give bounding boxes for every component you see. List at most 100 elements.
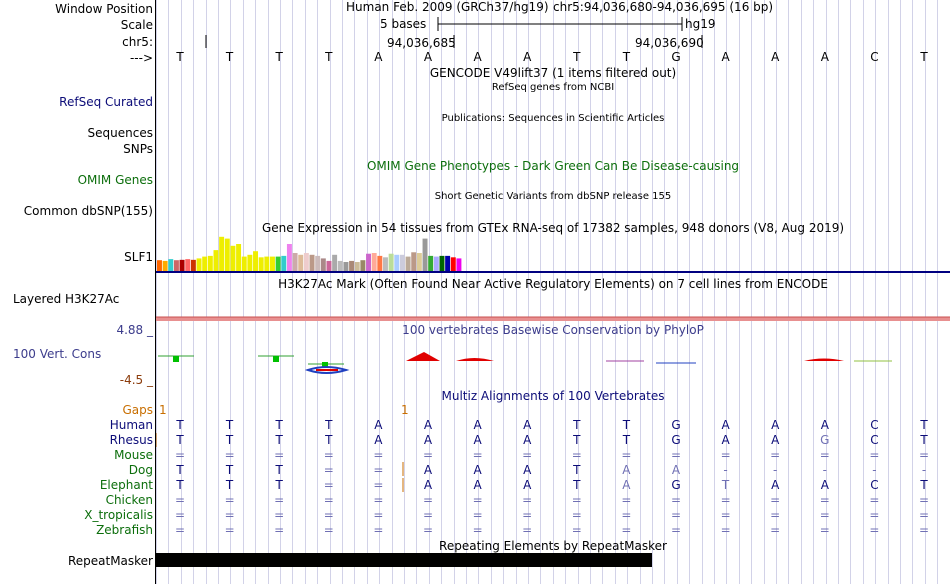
gtex-tissue-bar[interactable] [450, 257, 456, 271]
gridline [218, 0, 219, 584]
gridline [193, 0, 195, 584]
sequences-track-label[interactable]: Sequences [87, 126, 153, 140]
gtex-tissue-bar[interactable] [236, 244, 242, 271]
species-label[interactable]: Elephant [99, 478, 153, 492]
gtex-tissue-bar[interactable] [173, 260, 179, 271]
gtex-tissue-bar[interactable] [360, 260, 366, 271]
gtex-tissue-bar[interactable] [292, 253, 298, 271]
species-label[interactable]: Zebrafish [96, 523, 153, 537]
gtex-tissue-bar[interactable] [439, 255, 445, 271]
gtex-tissue-bar[interactable] [179, 259, 185, 271]
gtex-tissue-bar[interactable] [253, 251, 258, 271]
gtex-tissue-bar[interactable] [405, 256, 411, 271]
gtex-tissue-bar[interactable] [224, 238, 230, 271]
gtex-tissue-bar[interactable] [320, 258, 326, 271]
gridline [490, 0, 492, 584]
species-label[interactable]: Mouse [114, 448, 153, 462]
gtex-tissue-bar[interactable] [422, 238, 428, 271]
gridline [614, 0, 616, 584]
gtex-tissue-bar[interactable] [366, 253, 371, 271]
gridline [354, 0, 356, 584]
gtex-tissue-bar[interactable] [230, 245, 236, 271]
gridline [652, 0, 653, 584]
gtex-tissue-bar[interactable] [377, 255, 383, 271]
alignment-base: T [275, 463, 283, 477]
species-label[interactable]: Human [109, 418, 153, 432]
snps-track-label[interactable]: SNPs [123, 142, 153, 156]
gtex-tissue-bar[interactable] [456, 258, 462, 271]
dbsnp-track-title: Short Genetic Variants from dbSNP releas… [434, 191, 672, 202]
gtex-tissue-bar[interactable] [168, 259, 174, 271]
dbsnp-track-label[interactable]: Common dbSNP(155) [23, 204, 153, 218]
gtex-tissue-bar[interactable] [241, 256, 247, 271]
slf1-track-label[interactable]: SLF1 [124, 250, 153, 264]
gtex-tissue-bar[interactable] [388, 253, 394, 271]
gtex-tissue-bar[interactable] [332, 254, 338, 271]
gtex-tissue-bar[interactable] [157, 260, 162, 271]
alignment-base: T [275, 418, 283, 432]
repeatmasker-element[interactable] [156, 553, 652, 567]
gtex-tissue-bar[interactable] [411, 252, 417, 271]
gtex-tissue-bar[interactable] [315, 255, 321, 271]
gtex-tissue-bar[interactable] [286, 244, 292, 271]
alignment-base: = [869, 508, 880, 522]
gtex-tissue-bar[interactable] [394, 254, 400, 271]
cons-track-label[interactable]: 100 Vert. Cons [13, 347, 102, 361]
gridline [800, 0, 802, 584]
gtex-tissue-bar[interactable] [190, 259, 196, 271]
repeatmasker-track-label[interactable]: RepeatMasker [67, 554, 153, 568]
species-label[interactable]: Chicken [105, 493, 153, 507]
gtex-tissue-bar[interactable] [202, 256, 208, 271]
gridline [180, 0, 182, 584]
gtex-tissue-bar[interactable] [258, 257, 264, 271]
species-label[interactable]: Rhesus [109, 433, 153, 447]
species-label[interactable]: X_tropicalis [84, 508, 153, 522]
gtex-tissue-bar[interactable] [247, 254, 253, 271]
gtex-tissue-bar[interactable] [185, 259, 191, 271]
alignment-base: T [573, 433, 581, 447]
gtex-tissue-bar[interactable] [416, 253, 422, 271]
gtex-tissue-bar[interactable] [445, 255, 451, 271]
refseq-track-label[interactable]: RefSeq Curated [59, 95, 153, 109]
gridline [924, 0, 926, 584]
alignment-base: = [472, 523, 483, 537]
gtex-tissue-bar[interactable] [399, 254, 405, 271]
alignment-base: A [423, 433, 433, 447]
gtex-tissue-bar[interactable] [196, 258, 202, 271]
strand-arrow[interactable]: ---> [129, 51, 153, 65]
gtex-tissue-bar[interactable] [343, 262, 349, 271]
sequence-base: T [573, 50, 581, 64]
gtex-tissue-bar[interactable] [383, 257, 388, 271]
omim-track-label[interactable]: OMIM Genes [77, 173, 153, 187]
gtex-tissue-bar[interactable] [303, 253, 309, 271]
gtex-tissue-bar[interactable] [275, 256, 281, 271]
gtex-tissue-bar[interactable] [428, 255, 434, 271]
track-area[interactable]: Human Feb. 2009 (GRCh37/hg19) chr5:94,03… [155, 0, 950, 584]
gtex-tissue-bar[interactable] [337, 260, 343, 271]
species-label[interactable]: Dog [128, 463, 153, 477]
gtex-tissue-bar[interactable] [162, 260, 168, 271]
gtex-tissue-bar[interactable] [354, 262, 360, 271]
gtex-tissue-bar[interactable] [207, 255, 213, 271]
gridline [205, 0, 207, 584]
gap-count-1: 1 [159, 403, 167, 417]
gtex-tissue-bar[interactable] [309, 254, 315, 271]
h3k27ac-track-label[interactable]: Layered H3K27Ac [13, 292, 120, 306]
gtex-tissue-bar[interactable] [270, 256, 275, 271]
gtex-tissue-bar[interactable] [298, 254, 304, 271]
gtex-tissue-bar[interactable] [264, 256, 270, 271]
alignment-base: T [325, 433, 333, 447]
gridline [726, 0, 728, 584]
gtex-tissue-bar[interactable] [213, 250, 219, 271]
alignment-base: T [176, 463, 184, 477]
gridline [788, 0, 790, 584]
gtex-tissue-bar[interactable] [281, 255, 287, 271]
gtex-tissue-bar[interactable] [349, 260, 355, 271]
gridline [453, 0, 455, 584]
alignment-base: = [770, 523, 781, 537]
alignment-base: = [918, 523, 930, 537]
gtex-tissue-bar[interactable] [326, 260, 332, 271]
gtex-tissue-bar[interactable] [219, 236, 225, 271]
gtex-tissue-bar[interactable] [433, 256, 439, 271]
gtex-tissue-bar[interactable] [371, 253, 377, 271]
